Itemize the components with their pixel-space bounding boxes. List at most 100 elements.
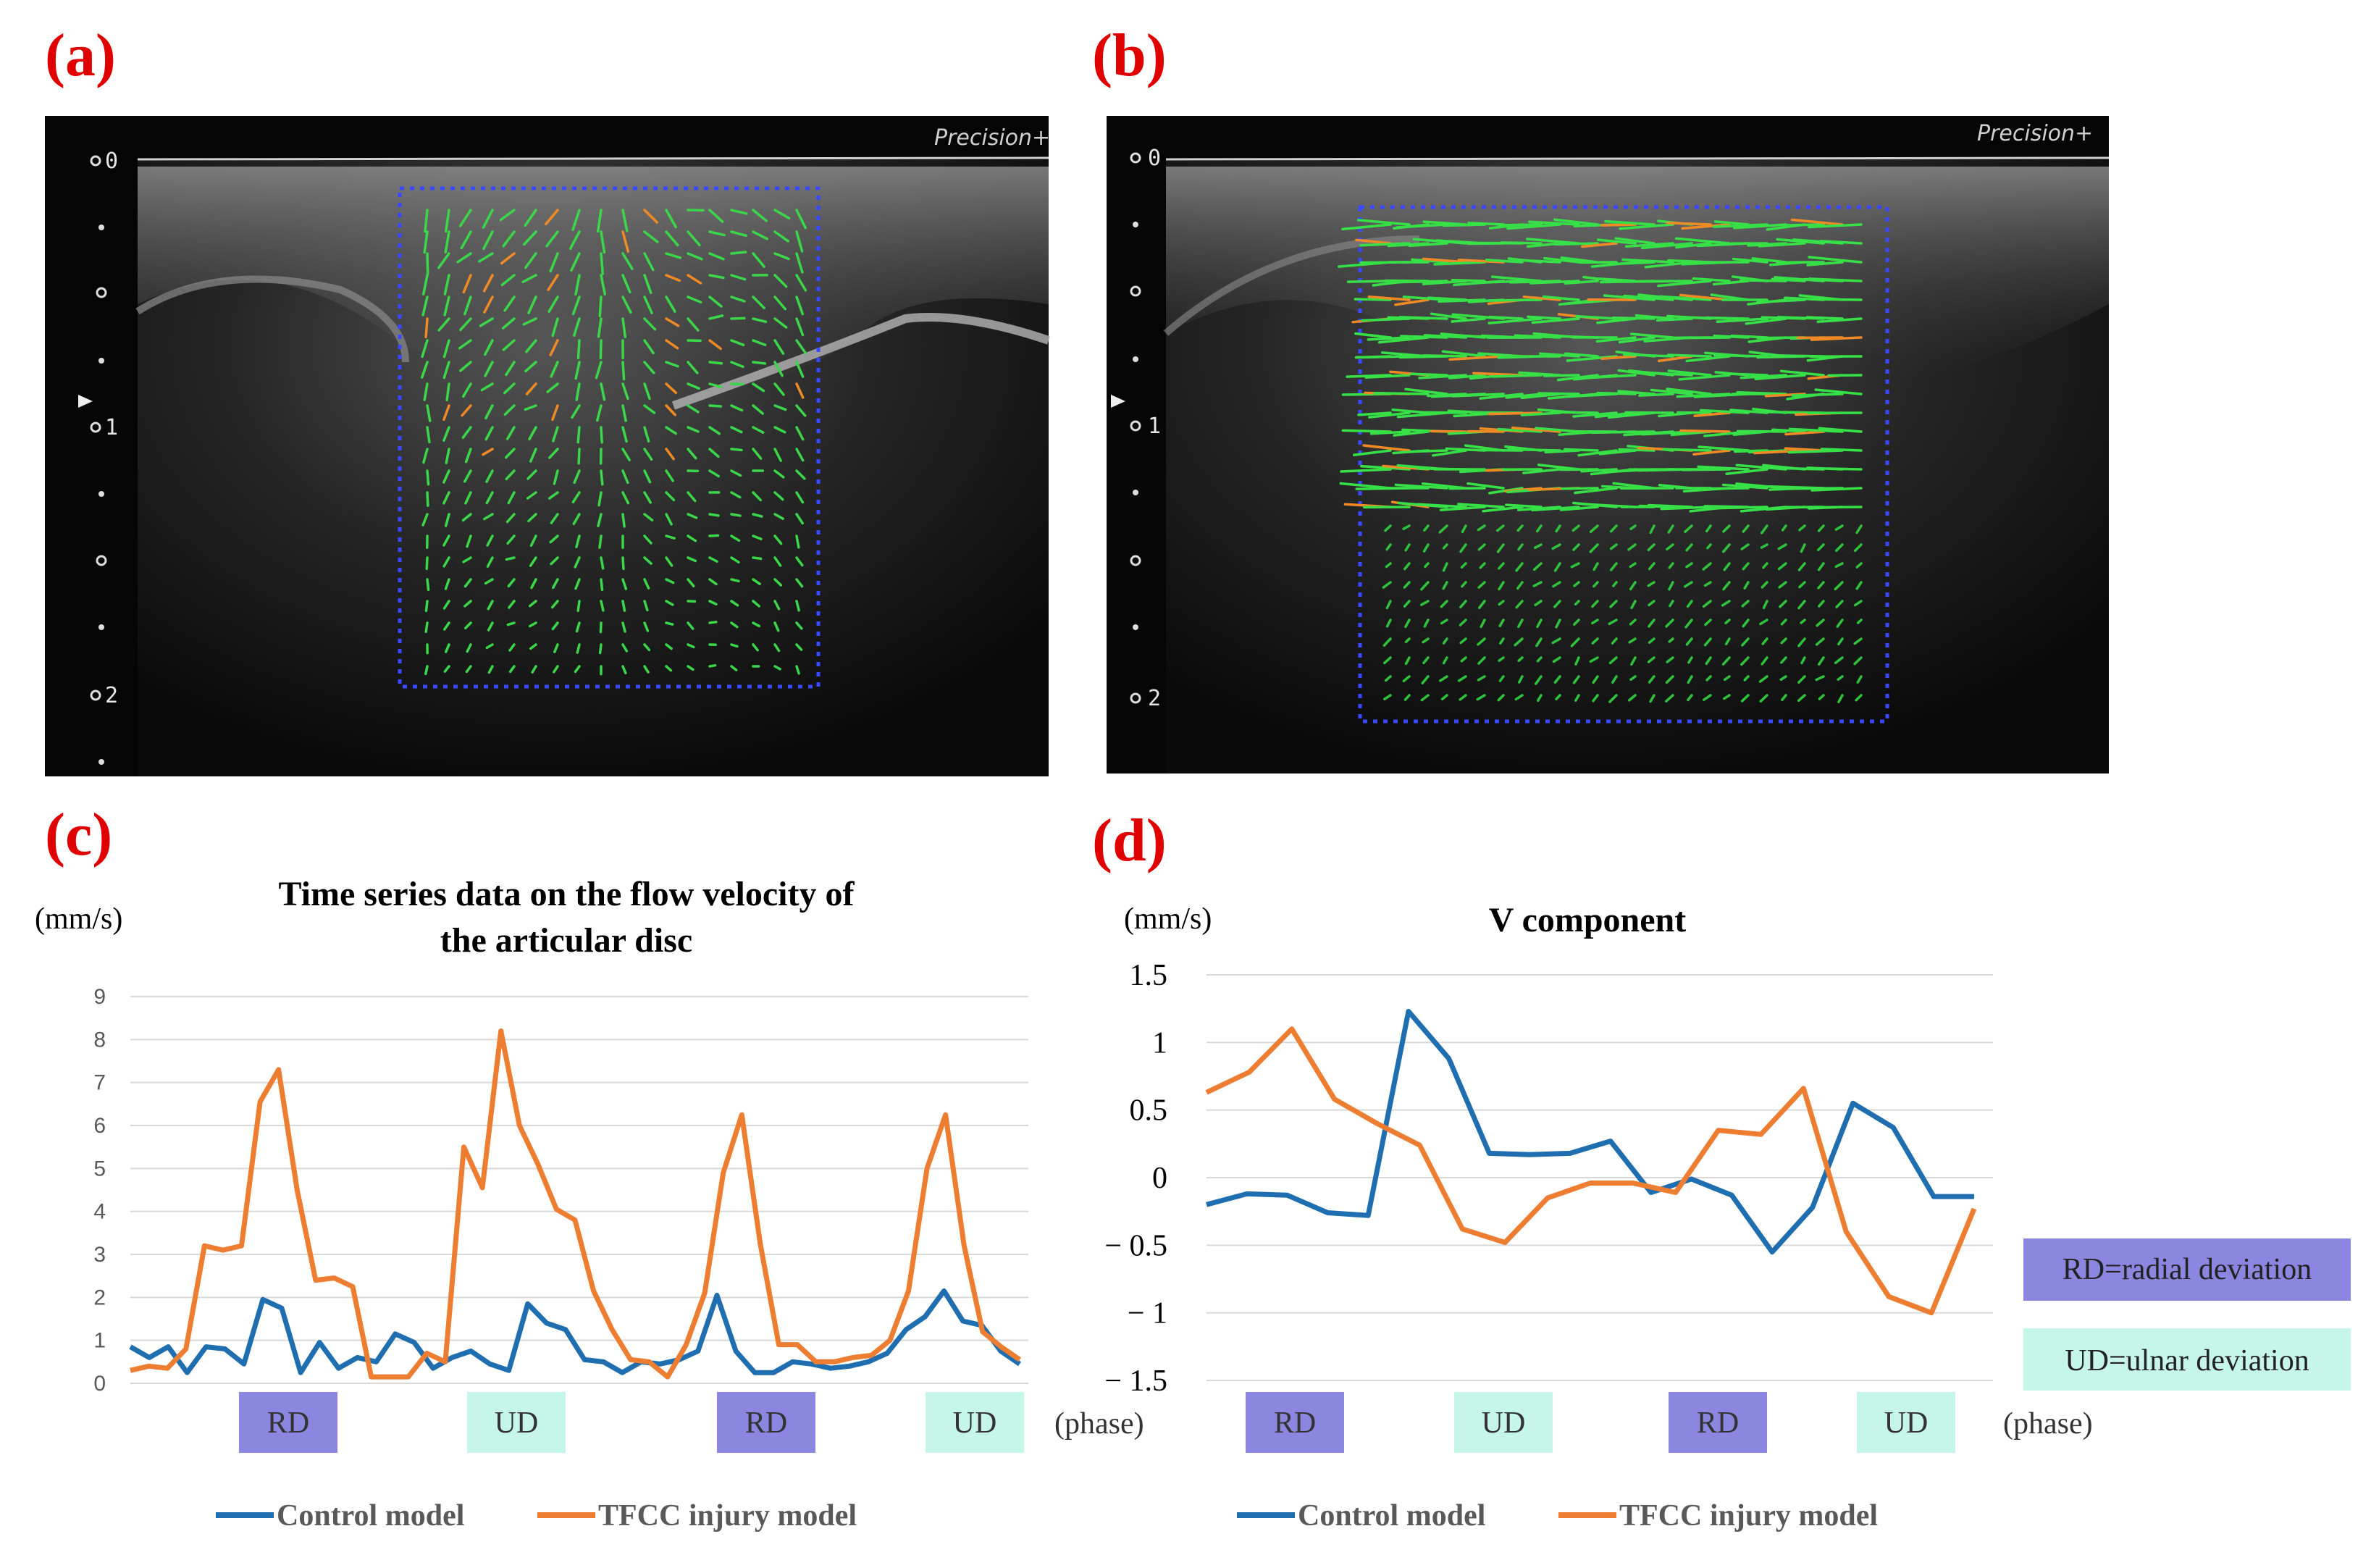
velocity-vector xyxy=(1355,238,1392,245)
velocity-vector xyxy=(1818,656,1825,666)
velocity-vector xyxy=(421,295,429,316)
velocity-vector xyxy=(1577,449,1618,457)
series-line-control xyxy=(1206,1008,1974,1255)
velocity-vector xyxy=(665,274,681,282)
velocity-vector xyxy=(1702,562,1712,571)
chart-d: V component (mm/s) 1.5 1 0.5 0 − 0.5 − 1 − 1.5… xyxy=(1054,901,2093,1453)
velocity-vector xyxy=(643,448,653,461)
velocity-vector xyxy=(730,404,744,412)
velocity-vector xyxy=(1373,391,1430,395)
velocity-vector xyxy=(1479,562,1486,569)
velocity-vector xyxy=(795,274,807,292)
velocity-vector xyxy=(1679,429,1731,433)
velocity-vector xyxy=(1813,298,1863,301)
velocity-vector xyxy=(1402,524,1411,530)
velocity-vector xyxy=(1511,426,1561,433)
velocity-vector xyxy=(1382,637,1392,647)
velocity-vector xyxy=(730,361,744,369)
velocity-vector xyxy=(752,404,764,415)
velocity-vector xyxy=(526,491,537,500)
velocity-vector xyxy=(1853,637,1863,645)
velocity-vector xyxy=(426,426,431,444)
velocity-vector xyxy=(574,578,581,590)
velocity-vector xyxy=(1517,543,1524,551)
velocity-vector xyxy=(795,317,805,337)
velocity-vector xyxy=(1797,675,1806,684)
velocity-vector xyxy=(1685,637,1693,646)
velocity-vector xyxy=(1684,619,1693,629)
velocity-vector xyxy=(773,209,791,219)
velocity-vector xyxy=(1377,336,1430,344)
velocity-vector xyxy=(1404,637,1411,644)
velocity-vector xyxy=(549,534,559,544)
series-line-tfcc xyxy=(130,1028,1021,1380)
velocity-vector xyxy=(643,513,654,521)
velocity-vector xyxy=(482,448,494,456)
velocity-vector xyxy=(1516,581,1524,590)
velocity-vector xyxy=(1666,656,1674,663)
velocity-vector xyxy=(1487,298,1543,302)
velocity-vector xyxy=(621,295,632,314)
velocity-vector xyxy=(485,491,494,505)
velocity-vector xyxy=(1445,447,1486,452)
velocity-vector xyxy=(1600,355,1637,360)
velocity-vector xyxy=(1667,524,1674,534)
velocity-vector xyxy=(597,491,603,507)
velocity-vector xyxy=(502,339,516,351)
velocity-vector xyxy=(576,339,581,360)
velocity-vector xyxy=(621,448,631,461)
velocity-vector xyxy=(1515,600,1524,609)
velocity-vector xyxy=(643,556,652,565)
velocity-vector xyxy=(643,361,655,374)
velocity-vector xyxy=(597,317,603,338)
velocity-vector xyxy=(1423,524,1430,532)
velocity-vector xyxy=(1780,656,1787,664)
velocity-vector xyxy=(1740,656,1750,666)
velocity-vector xyxy=(1346,280,1392,283)
velocity-vector xyxy=(1697,465,1750,471)
velocity-vector xyxy=(1555,694,1561,700)
velocity-vector xyxy=(1411,258,1448,264)
velocity-vector xyxy=(1837,637,1844,646)
ultrasound-image-a: Precision+ 0 1 2 xyxy=(45,116,1050,776)
velocity-vector xyxy=(505,513,516,524)
velocity-vector xyxy=(795,295,805,316)
velocity-vector xyxy=(773,382,785,396)
velocity-vector xyxy=(1422,543,1430,553)
phase-label: UD xyxy=(953,1406,997,1440)
velocity-vector xyxy=(1431,449,1467,457)
velocity-vector xyxy=(1497,427,1543,433)
velocity-vector xyxy=(500,252,516,265)
velocity-vector xyxy=(1740,374,1787,380)
phase-label: UD xyxy=(1884,1406,1929,1440)
velocity-vector xyxy=(621,317,627,338)
velocity-vector xyxy=(1417,503,1467,508)
velocity-vector xyxy=(1675,242,1712,249)
velocity-vector xyxy=(1506,223,1561,230)
velocity-vector xyxy=(1816,317,1863,324)
velocity-vector xyxy=(421,339,429,359)
velocity-vector xyxy=(1478,600,1486,609)
legend-d: Control model TFCC injury model xyxy=(1237,1499,1878,1533)
velocity-vector xyxy=(1617,390,1655,395)
velocity-vector xyxy=(1402,675,1411,682)
velocity-vector xyxy=(1800,543,1806,553)
velocity-vector xyxy=(665,665,673,672)
velocity-vector xyxy=(1480,619,1486,629)
velocity-vector xyxy=(550,513,559,524)
velocity-vector xyxy=(687,274,702,285)
velocity-vector xyxy=(1623,294,1674,301)
velocity-vector xyxy=(1459,694,1467,701)
velocity-vector xyxy=(708,534,720,537)
velocity-vector xyxy=(571,295,581,316)
velocity-vector xyxy=(752,600,760,608)
velocity-vector xyxy=(687,578,695,587)
velocity-vector xyxy=(1739,279,1787,282)
phase-label: RD xyxy=(267,1406,309,1440)
velocity-vector xyxy=(437,252,450,269)
velocity-vector xyxy=(1581,242,1618,248)
velocity-vector xyxy=(465,665,472,674)
velocity-vector xyxy=(1514,694,1524,701)
velocity-vector xyxy=(1439,675,1448,682)
velocity-vector xyxy=(437,317,450,332)
